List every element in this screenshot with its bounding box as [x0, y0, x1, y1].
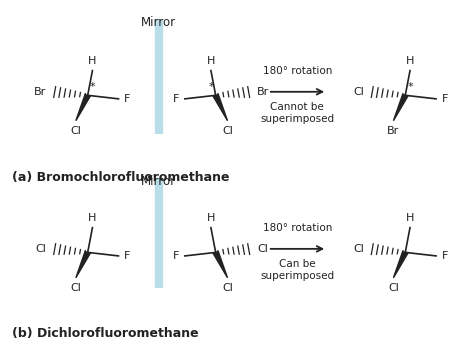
Text: (a) Bromochlorofluoromethane: (a) Bromochlorofluoromethane [12, 171, 229, 184]
Text: Cl: Cl [71, 283, 81, 293]
Text: Br: Br [257, 87, 269, 97]
Polygon shape [213, 252, 228, 278]
Text: F: F [124, 94, 130, 104]
Text: *: * [90, 83, 96, 92]
Text: 180° rotation: 180° rotation [263, 66, 332, 76]
Text: Mirror: Mirror [141, 175, 176, 188]
Text: H: H [207, 214, 215, 223]
Text: F: F [173, 94, 179, 104]
Polygon shape [76, 95, 91, 121]
Text: H: H [406, 56, 414, 66]
Text: Cl: Cl [353, 87, 364, 97]
Text: H: H [406, 214, 414, 223]
Text: *: * [209, 83, 214, 92]
Text: Cl: Cl [257, 244, 268, 254]
Text: H: H [88, 56, 97, 66]
Text: Cl: Cl [36, 244, 46, 254]
Text: F: F [442, 251, 448, 261]
Text: Cannot be
superimposed: Cannot be superimposed [260, 102, 334, 124]
Polygon shape [393, 252, 408, 278]
Text: H: H [207, 56, 215, 66]
Text: Cl: Cl [388, 283, 399, 293]
Text: H: H [88, 214, 97, 223]
Text: Cl: Cl [222, 126, 233, 136]
Text: Mirror: Mirror [141, 16, 176, 29]
Text: (b) Dichlorofluoromethane: (b) Dichlorofluoromethane [12, 327, 199, 340]
Text: F: F [442, 94, 448, 104]
Text: Cl: Cl [71, 126, 81, 136]
Text: F: F [124, 251, 130, 261]
Polygon shape [393, 95, 408, 121]
Polygon shape [213, 95, 228, 121]
Text: Can be
superimposed: Can be superimposed [260, 259, 334, 281]
Text: 180° rotation: 180° rotation [263, 223, 332, 233]
Polygon shape [76, 252, 91, 278]
Text: Cl: Cl [353, 244, 364, 254]
Text: Br: Br [34, 87, 46, 97]
Text: *: * [408, 83, 413, 92]
Text: F: F [173, 251, 179, 261]
Text: Br: Br [387, 126, 400, 136]
Text: Cl: Cl [222, 283, 233, 293]
